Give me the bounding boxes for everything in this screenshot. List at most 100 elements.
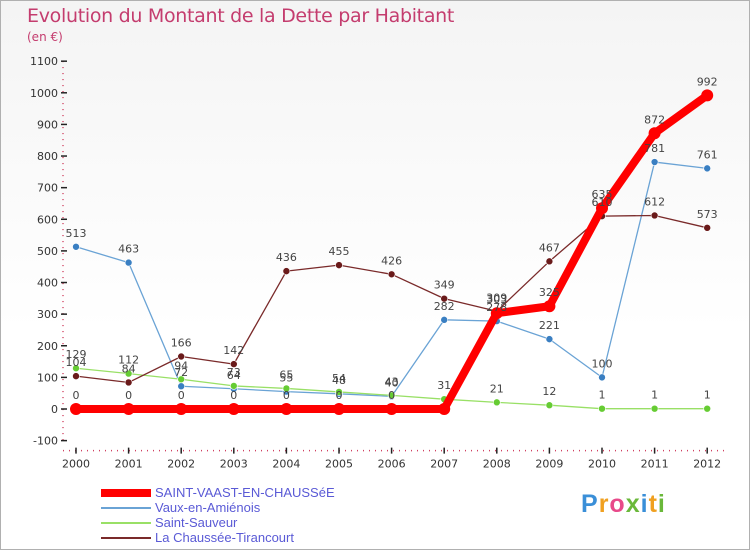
x-tick-label: 2005 [325,458,353,471]
data-point [177,352,185,361]
legend-item: SAINT-VAAST-EN-CHAUSSéE [101,485,461,501]
chart-title: Evolution du Montant de la Dette par Hab… [27,5,455,27]
data-label: 48 [332,374,346,387]
x-tick-label: 2003 [220,458,248,471]
data-label: 12 [542,385,556,398]
data-point [650,404,659,413]
data-label: 0 [388,389,395,402]
data-label: 349 [434,279,455,292]
x-tick-label: 2004 [272,458,300,471]
series-line [75,214,708,384]
data-point [596,202,608,215]
logo-letter: t [648,490,658,518]
data-label: 0 [178,389,185,402]
y-tick-label: 100 [37,371,58,384]
data-label: 40 [385,376,399,389]
x-tick-label: 2006 [378,458,406,471]
chart-subtitle: (en €) [27,30,63,44]
data-point [70,403,82,415]
data-label: 1 [704,389,711,402]
data-point [703,164,712,173]
legend-swatch [101,507,151,509]
y-tick-label: 800 [37,150,58,163]
data-label: 129 [66,348,87,361]
data-label: 573 [697,208,718,221]
data-label: 303 [486,293,507,306]
data-label: 325 [539,286,560,299]
data-label: 278 [486,301,507,314]
data-point [72,242,80,251]
legend-item: La Chaussée-Tirancourt [101,530,461,546]
x-tick-label: 2010 [588,458,616,471]
data-point [703,404,712,413]
y-tick-label: 600 [37,213,58,226]
data-point [227,403,240,415]
legend-label: Saint-Sauveur [155,515,238,530]
series-2 [72,364,712,413]
data-point [124,369,133,378]
series-0 [70,89,714,415]
data-label: 309 [486,291,507,304]
data-point [490,307,503,320]
legend-label: SAINT-VAAST-EN-CHAUSSéE [155,485,335,500]
data-label: 282 [434,300,455,313]
data-point [122,403,135,415]
data-point [230,382,238,390]
data-point [385,403,398,415]
data-label: 0 [283,389,290,402]
data-point [701,89,714,102]
legend-swatch [101,522,151,524]
data-label: 1 [651,389,658,402]
data-point [72,372,80,380]
data-label: 426 [381,254,402,267]
x-tick-label: 2012 [693,458,721,471]
y-tick-label: 200 [37,340,58,353]
data-point [598,404,606,413]
data-point [440,316,449,324]
data-label: 166 [171,337,192,350]
y-tick-label: 500 [37,245,58,258]
x-tick-label: 2001 [115,458,143,471]
data-label: 112 [118,354,139,367]
series-3 [72,211,712,387]
x-tick-label: 2009 [535,458,563,471]
y-tick-label: 0 [51,403,58,416]
y-tick-label: -100 [33,435,58,448]
data-label: 872 [644,113,665,126]
data-label: 0 [125,389,132,402]
data-point [703,224,712,232]
data-label: 64 [227,369,241,382]
data-point [648,127,661,140]
data-point [333,403,345,415]
data-label: 221 [539,319,560,332]
data-point [335,261,343,269]
data-point [335,388,343,396]
x-tick-label: 2011 [641,458,669,471]
y-tick-label: 1000 [30,87,58,100]
data-label: 436 [276,251,297,264]
y-tick-label: 900 [37,118,58,131]
data-point [387,391,396,400]
data-label: 94 [174,359,188,372]
data-point [545,257,554,266]
data-point [282,267,291,275]
axes: -100010020030040050060070080090010001100… [30,55,726,471]
data-point [177,375,185,384]
data-point [440,294,449,303]
data-label: 0 [230,389,237,402]
logo-letter: i [657,490,666,518]
data-label: 43 [385,375,399,388]
data-label: 781 [644,142,665,155]
x-tick-label: 2007 [430,458,458,471]
data-label: 761 [697,148,718,161]
data-label: 612 [644,195,665,208]
logo-letter: P [581,490,599,518]
x-tick-label: 2000 [62,458,90,471]
series-layer [70,89,714,415]
data-label: 1 [599,389,606,402]
legend: SAINT-VAAST-EN-CHAUSSéE Vaux-en-Amiénois S… [101,485,461,546]
x-tick-label: 2002 [167,458,195,471]
data-label: 610 [592,196,613,209]
